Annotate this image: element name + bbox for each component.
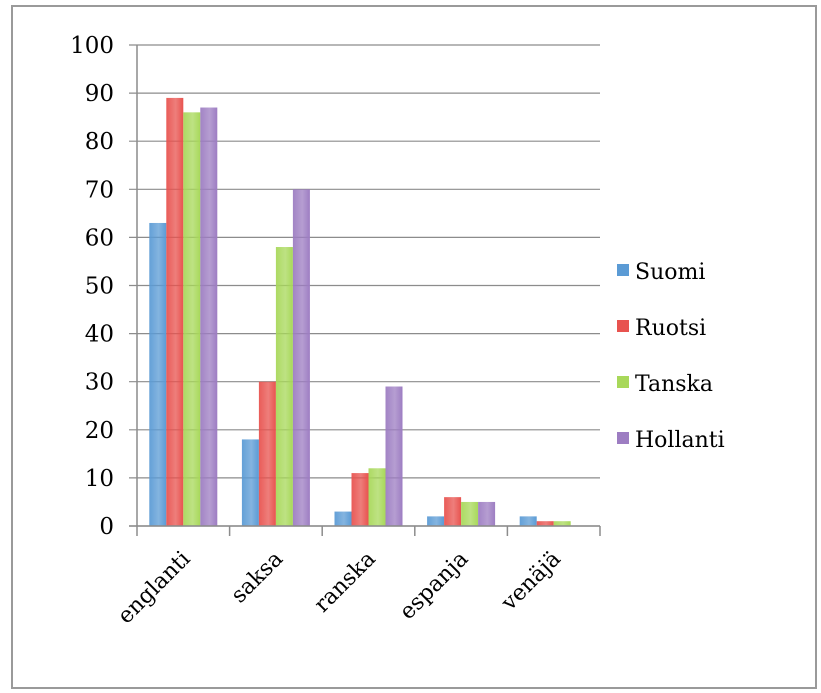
- y-tick-label: 60: [85, 225, 114, 251]
- x-tick-label: saksa: [227, 547, 289, 609]
- bar-suomi-4: [519, 516, 537, 526]
- y-tick-label: 0: [99, 514, 114, 540]
- bar-tanska-1: [275, 247, 293, 526]
- legend-swatch-tanska: [617, 376, 629, 388]
- y-tick-label: 90: [85, 81, 114, 107]
- bar-ruotsi-3: [444, 497, 462, 526]
- x-tick-labels: englanti saksa ranska espanja venäjä: [113, 547, 566, 629]
- axes: [129, 45, 601, 536]
- bar-tanska-3: [461, 501, 479, 526]
- bar-hollanti-1: [292, 189, 310, 527]
- y-tick-label: 80: [85, 129, 114, 155]
- legend-label-ruotsi: Ruotsi: [635, 316, 706, 341]
- bar-suomi-2: [334, 511, 352, 526]
- x-tick-label: venäjä: [496, 547, 566, 617]
- legend-swatch-hollanti: [617, 432, 629, 444]
- bar-ruotsi-4: [536, 521, 554, 526]
- y-tick-label: 30: [85, 370, 114, 396]
- bar-suomi-0: [149, 222, 167, 526]
- y-tick-label: 40: [85, 322, 114, 348]
- y-tick-label: 20: [85, 418, 114, 444]
- bar-tanska-0: [183, 112, 201, 526]
- legend-swatch-ruotsi: [617, 320, 629, 332]
- y-tick-label: 100: [70, 33, 114, 59]
- y-tick-label: 50: [85, 274, 114, 300]
- y-tick-label: 10: [85, 466, 114, 492]
- bar-ruotsi-1: [258, 381, 276, 526]
- bar-tanska-2: [368, 468, 386, 526]
- legend-label-hollanti: Hollanti: [635, 428, 725, 453]
- legend: Suomi Ruotsi Tanska Hollanti: [617, 260, 725, 453]
- bar-hollanti-3: [478, 501, 496, 526]
- x-tick-label: englanti: [113, 547, 195, 629]
- legend-label-suomi: Suomi: [635, 260, 705, 285]
- bar-tanska-4: [553, 521, 571, 526]
- chart-frame: [11, 5, 817, 689]
- x-tick-label: ranska: [310, 547, 381, 618]
- bar-ruotsi-2: [351, 473, 369, 526]
- legend-label-tanska: Tanska: [635, 372, 713, 397]
- bar-ruotsi-0: [166, 97, 184, 526]
- y-tick-labels: 0 10 20 30 40 50 60 70 80 90 100: [70, 33, 114, 540]
- x-tick-label: espanja: [395, 547, 473, 625]
- y-tick-label: 70: [85, 177, 114, 203]
- bar-hollanti-0: [200, 107, 218, 526]
- bar-suomi-3: [427, 516, 445, 526]
- bars: [149, 97, 571, 527]
- bar-hollanti-2: [385, 386, 403, 526]
- bar-suomi-1: [241, 439, 259, 526]
- legend-swatch-suomi: [617, 264, 629, 276]
